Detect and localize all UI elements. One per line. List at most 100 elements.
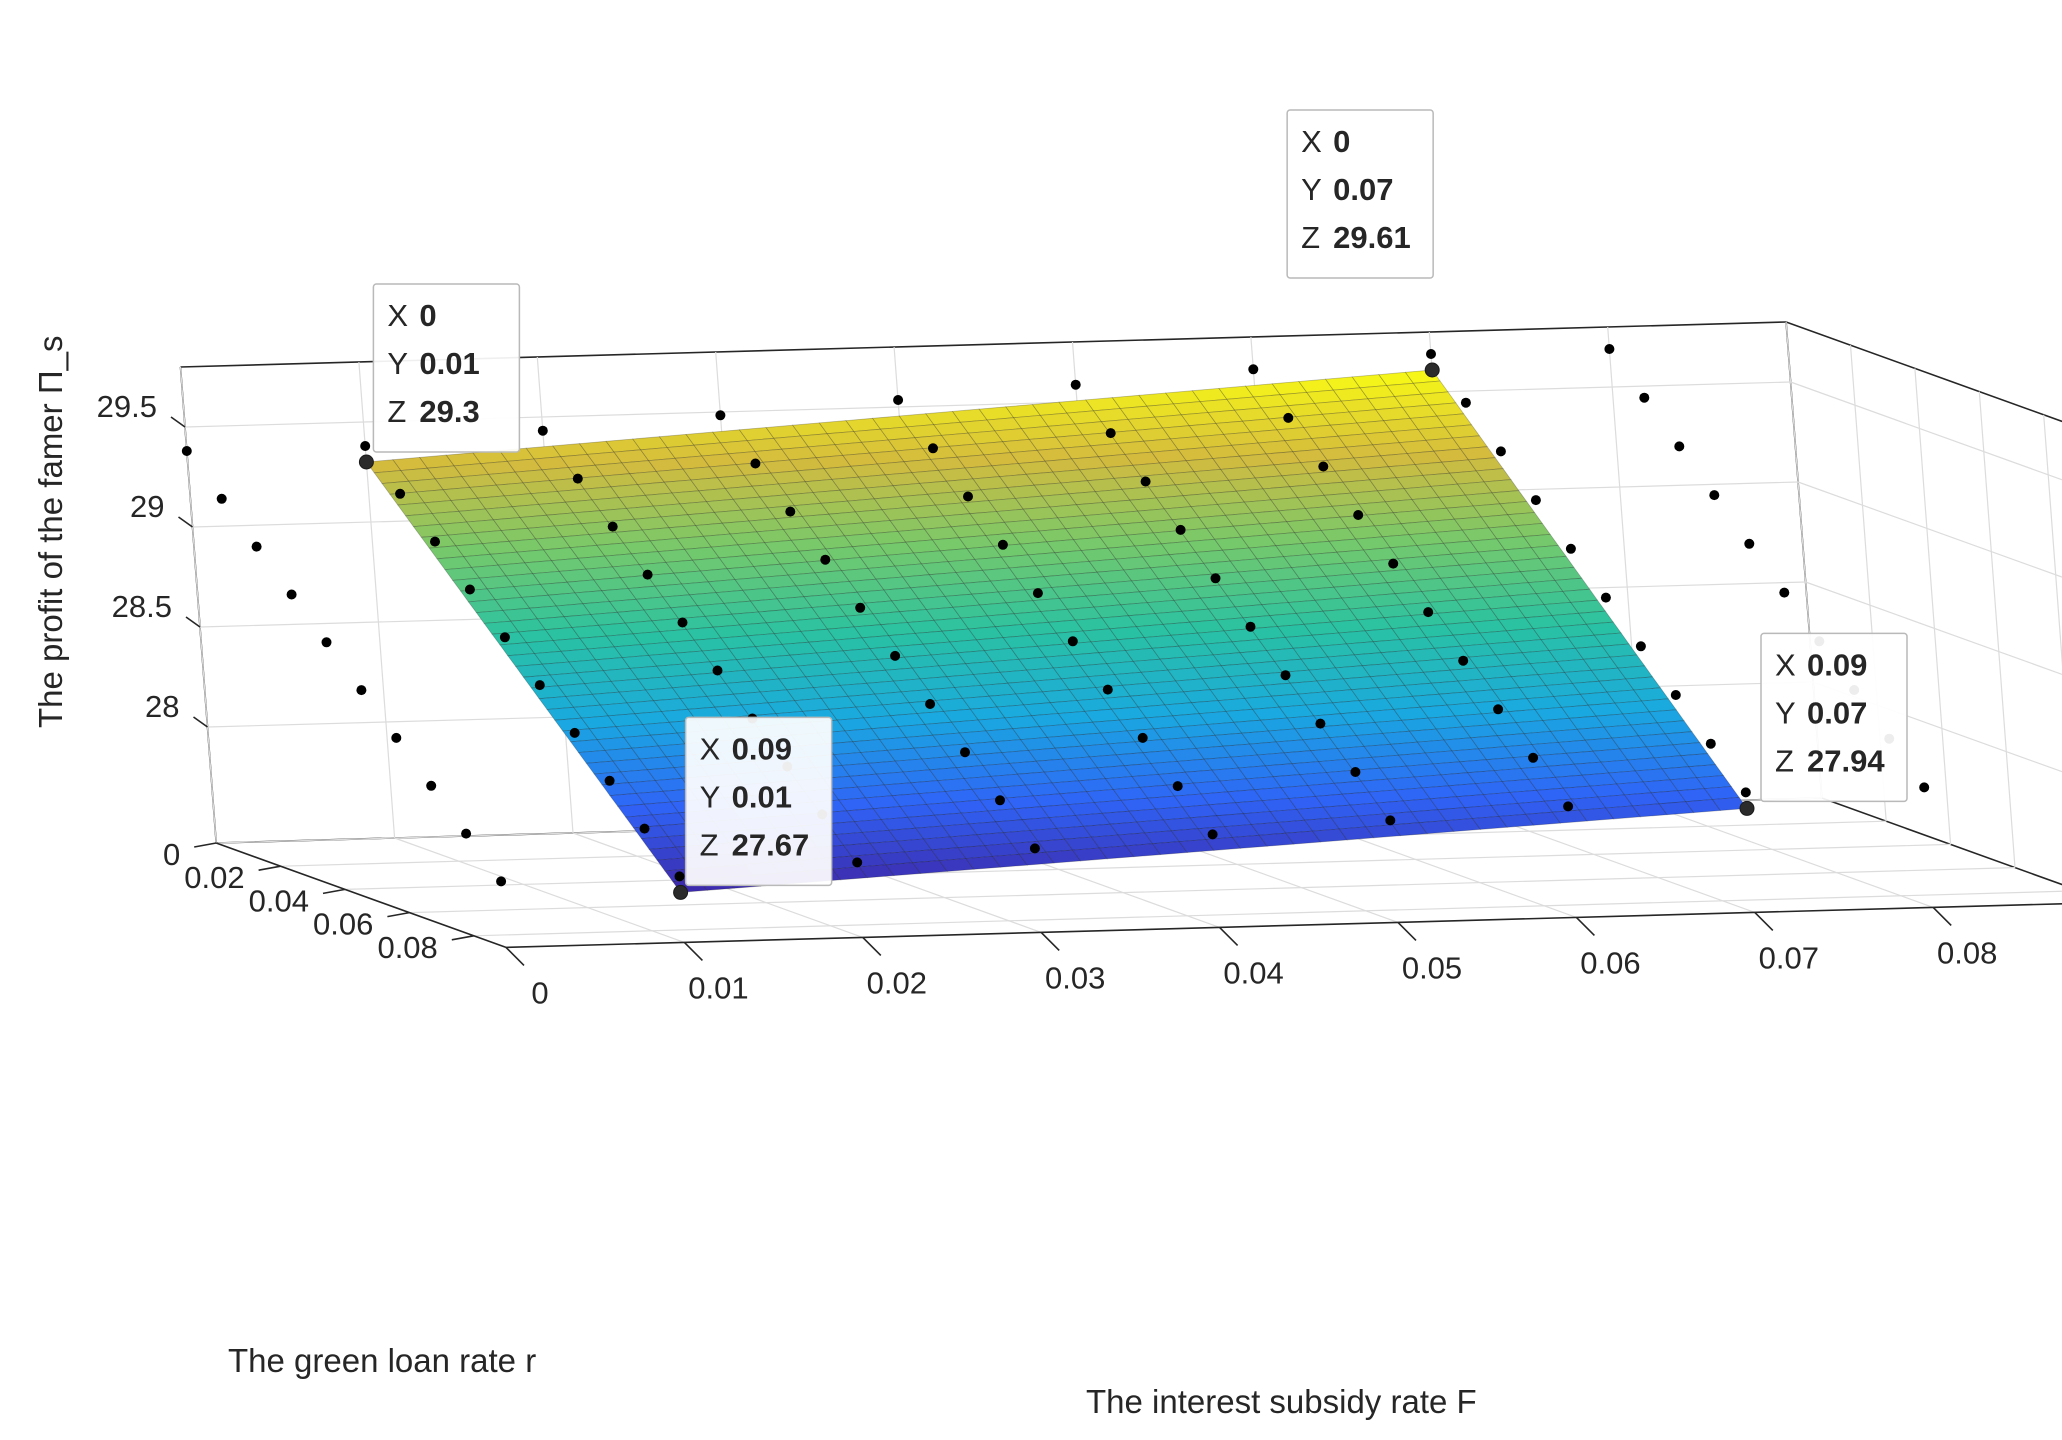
z-tick xyxy=(170,416,186,428)
datatip-value: 29.61 xyxy=(1333,220,1411,255)
datatip-key: X xyxy=(1301,124,1322,159)
datatip-value: 0.09 xyxy=(1807,647,1867,682)
datatip-value: 0 xyxy=(419,298,436,333)
scatter-points-over-surface xyxy=(360,349,1751,882)
z-tick xyxy=(178,516,193,528)
scatter-point xyxy=(572,473,583,484)
y-tick xyxy=(1575,916,1595,936)
scatter-point xyxy=(712,665,723,676)
y-tick-label: 0.01 xyxy=(688,970,748,1005)
z-tick-label: 28.5 xyxy=(112,589,172,624)
scatter-point xyxy=(677,617,688,628)
scatter-point xyxy=(1350,767,1361,777)
datatip-value: 0.07 xyxy=(1333,172,1393,207)
datatip: X 0.09 Y 0.01 Z 27.67 xyxy=(684,716,833,887)
scatter-point xyxy=(855,602,866,613)
datatip: X 0Y 0.07 Z 29.61 xyxy=(1286,109,1434,279)
gridline-y-floor xyxy=(1643,802,1934,908)
scatter-point xyxy=(1563,801,1574,812)
x-tick xyxy=(451,935,474,941)
gridline-y-floor xyxy=(394,837,685,943)
scatter-point xyxy=(1635,641,1646,652)
z-tick-label: 29 xyxy=(130,489,164,524)
datatips: X 0Y 0.01Z 29.3X 0Y 0.07Z 29.61X 0.09Y 0.07Z 27.9… xyxy=(358,109,1908,900)
y-tick-label: 0.06 xyxy=(1580,945,1640,980)
x-tick xyxy=(194,842,217,848)
datatip-marker xyxy=(673,884,689,900)
scatter-point xyxy=(1674,441,1685,452)
axis-x-line xyxy=(215,842,507,949)
datatip-value: 0.01 xyxy=(419,346,479,381)
scatter-point xyxy=(1070,379,1081,390)
datatip-value: 27.94 xyxy=(1807,743,1885,778)
scatter-point xyxy=(928,443,938,454)
scatter-point xyxy=(461,828,472,839)
x-tick-label: 0.08 xyxy=(377,930,437,965)
scatter-point xyxy=(852,857,863,868)
scatter-point xyxy=(1423,607,1434,618)
z-tick-label: 29.5 xyxy=(97,389,157,424)
scatter-point xyxy=(893,395,904,405)
scatter-point xyxy=(715,410,726,421)
box-edge xyxy=(1785,321,2062,423)
scatter-point xyxy=(537,425,548,436)
y-tick xyxy=(862,936,882,956)
scatter-point xyxy=(890,650,901,661)
datatip-box xyxy=(372,283,521,453)
z-tick xyxy=(193,716,208,728)
scatter-point xyxy=(1388,558,1399,569)
datatip-value: 29.3 xyxy=(419,394,479,429)
scatter-point xyxy=(1207,829,1218,840)
z-tick xyxy=(185,616,201,628)
scatter-point xyxy=(1530,495,1541,506)
scatter-point xyxy=(395,488,406,499)
x-tick-label: 0.04 xyxy=(249,883,309,918)
datatip-marker xyxy=(358,454,374,470)
scatter-point xyxy=(820,554,831,565)
scatter-point xyxy=(1919,782,1930,793)
scatter-point xyxy=(216,493,227,504)
gridline-x-floor xyxy=(344,843,1951,890)
scatter-point xyxy=(642,569,653,580)
scatter-point xyxy=(251,541,262,552)
scatter-point xyxy=(639,823,650,834)
scatter-point xyxy=(1172,781,1183,792)
y-tick xyxy=(1932,906,1952,926)
datatip-key: Y xyxy=(700,779,721,814)
gridline-x-floor xyxy=(409,867,2016,914)
scatter-point xyxy=(1744,538,1755,549)
x-tick-label: 0 xyxy=(163,837,180,872)
scatter-point xyxy=(464,584,475,595)
datatip: X 0.09 Y 0.07 Z 27.94 xyxy=(1760,632,1908,803)
scatter-point xyxy=(1210,573,1221,584)
gridline-z-sidewall xyxy=(1797,481,2062,578)
scatter-point xyxy=(391,732,402,743)
scatter-point xyxy=(430,536,440,547)
scatter-point xyxy=(1495,446,1506,457)
scatter-point xyxy=(1779,587,1790,598)
scatter-point xyxy=(963,491,973,502)
datatip-box xyxy=(1760,632,1908,803)
scatter-point xyxy=(997,539,1008,550)
scatter-point xyxy=(499,632,510,643)
scatter-point xyxy=(604,775,615,786)
scatter-point xyxy=(1102,684,1113,695)
datatip-key: Z xyxy=(1301,220,1320,255)
y-tick xyxy=(1040,931,1060,951)
y-tick xyxy=(1397,921,1417,941)
scatter-point xyxy=(1709,490,1720,501)
datatip-value: 27.67 xyxy=(732,827,810,862)
axis-ticks xyxy=(170,416,1952,966)
x-tick-label: 0.02 xyxy=(184,860,244,895)
datatip-key: X xyxy=(387,298,408,333)
scatter-point xyxy=(1315,718,1326,729)
scatter-point xyxy=(1140,476,1151,487)
scatter-point xyxy=(356,685,367,696)
scatter-point xyxy=(1385,815,1396,826)
scatter-points-under-surface xyxy=(181,344,1930,887)
axis-y-line xyxy=(505,902,2062,949)
scatter-point xyxy=(785,506,796,517)
scatter-point xyxy=(1604,344,1615,354)
x-tick xyxy=(322,888,346,895)
datatip-marker xyxy=(1424,362,1440,378)
